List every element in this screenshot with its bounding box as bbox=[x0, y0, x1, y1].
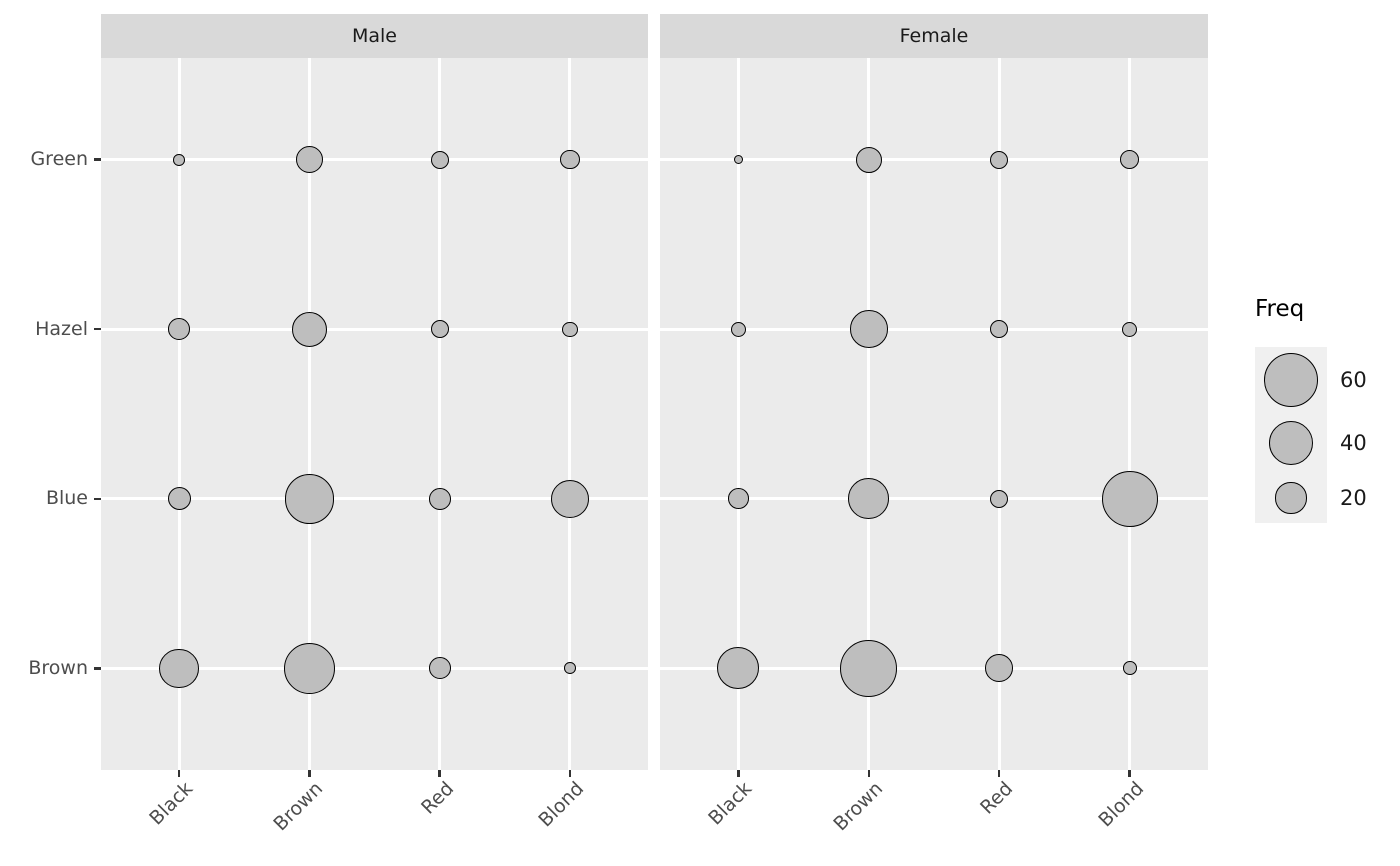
x-tick bbox=[568, 770, 572, 777]
legend-key-circle bbox=[1263, 352, 1319, 408]
bubble bbox=[1122, 321, 1138, 337]
x-tick-label: Black bbox=[704, 777, 757, 830]
x-tick bbox=[177, 770, 181, 777]
gridline-horizontal bbox=[660, 666, 1208, 670]
bubble bbox=[849, 310, 888, 349]
facet-strip-male: Male bbox=[101, 14, 648, 58]
bubble bbox=[848, 478, 890, 520]
x-tick-label: Blond bbox=[534, 777, 588, 832]
bubble bbox=[550, 479, 589, 518]
y-tick-label: Brown bbox=[28, 656, 88, 679]
bubble bbox=[295, 146, 323, 174]
gridline-vertical bbox=[997, 58, 1001, 770]
bubble bbox=[1119, 149, 1140, 170]
gridline-vertical bbox=[568, 58, 572, 770]
x-tick bbox=[737, 770, 740, 777]
gridline-horizontal bbox=[101, 158, 648, 162]
gridline-horizontal bbox=[660, 497, 1208, 501]
y-tick-label: Blue bbox=[45, 487, 88, 510]
y-tick-label: Hazel bbox=[35, 317, 88, 340]
gridline-horizontal bbox=[101, 666, 648, 670]
bubble bbox=[430, 150, 449, 169]
y-tick bbox=[94, 158, 101, 161]
bubble bbox=[717, 647, 760, 690]
x-tick bbox=[1128, 770, 1131, 777]
bubble bbox=[167, 487, 191, 511]
facet-strip-female: Female bbox=[660, 14, 1208, 58]
gridline-vertical bbox=[438, 58, 442, 770]
bubble bbox=[284, 473, 335, 524]
x-tick bbox=[867, 770, 870, 777]
gridline-vertical bbox=[736, 58, 740, 770]
bubble bbox=[727, 488, 749, 510]
bubble bbox=[428, 657, 451, 680]
gridline-vertical bbox=[307, 58, 311, 770]
legend-value-label: 40 bbox=[1340, 430, 1367, 455]
bubble bbox=[562, 321, 578, 337]
bubble bbox=[173, 153, 186, 166]
bubble bbox=[291, 311, 327, 347]
x-tick-label: Brown bbox=[269, 777, 328, 836]
x-tick-label: Brown bbox=[829, 777, 887, 836]
y-tick bbox=[94, 327, 101, 331]
legend-key-circle bbox=[1275, 482, 1307, 514]
bubble bbox=[840, 639, 898, 697]
bubble bbox=[159, 648, 199, 689]
x-tick-label: Red bbox=[416, 777, 458, 819]
y-tick-label: Green bbox=[30, 148, 88, 171]
bubble bbox=[560, 149, 580, 170]
facet-panel-male bbox=[101, 58, 648, 770]
legend-value-label: 60 bbox=[1340, 367, 1367, 392]
gridline-horizontal bbox=[101, 327, 648, 331]
legend-title: Freq bbox=[1255, 296, 1305, 322]
gridline-vertical bbox=[177, 58, 181, 770]
bubble bbox=[990, 320, 1009, 339]
x-tick bbox=[997, 770, 1001, 777]
bubble bbox=[990, 150, 1009, 169]
bubble bbox=[428, 487, 451, 510]
x-tick bbox=[438, 770, 441, 777]
facet-strip-label-male: Male bbox=[351, 24, 397, 47]
legend-key-circle bbox=[1268, 420, 1314, 466]
x-tick bbox=[308, 770, 311, 777]
x-tick-label: Black bbox=[145, 777, 198, 830]
bubble bbox=[430, 320, 449, 339]
gridline-horizontal bbox=[660, 327, 1208, 331]
bubble bbox=[1122, 661, 1137, 676]
bubble bbox=[563, 662, 576, 675]
bubble bbox=[730, 321, 746, 337]
bubble bbox=[1101, 470, 1158, 527]
x-tick-label: Blond bbox=[1094, 777, 1148, 832]
bubble bbox=[168, 318, 191, 341]
gridline-horizontal bbox=[660, 158, 1208, 162]
bubble bbox=[283, 642, 335, 694]
x-tick-label: Red bbox=[976, 777, 1018, 819]
gridline-vertical bbox=[1128, 58, 1132, 770]
gridline-horizontal bbox=[101, 497, 648, 501]
bubble bbox=[855, 146, 882, 173]
bubble bbox=[733, 154, 744, 165]
y-tick bbox=[94, 497, 101, 500]
legend-value-label: 20 bbox=[1340, 485, 1367, 510]
bubble bbox=[985, 654, 1014, 683]
gridline-vertical bbox=[867, 58, 871, 770]
facet-strip-label-female: Female bbox=[899, 24, 969, 47]
bubble bbox=[990, 489, 1009, 508]
y-tick bbox=[94, 667, 101, 670]
